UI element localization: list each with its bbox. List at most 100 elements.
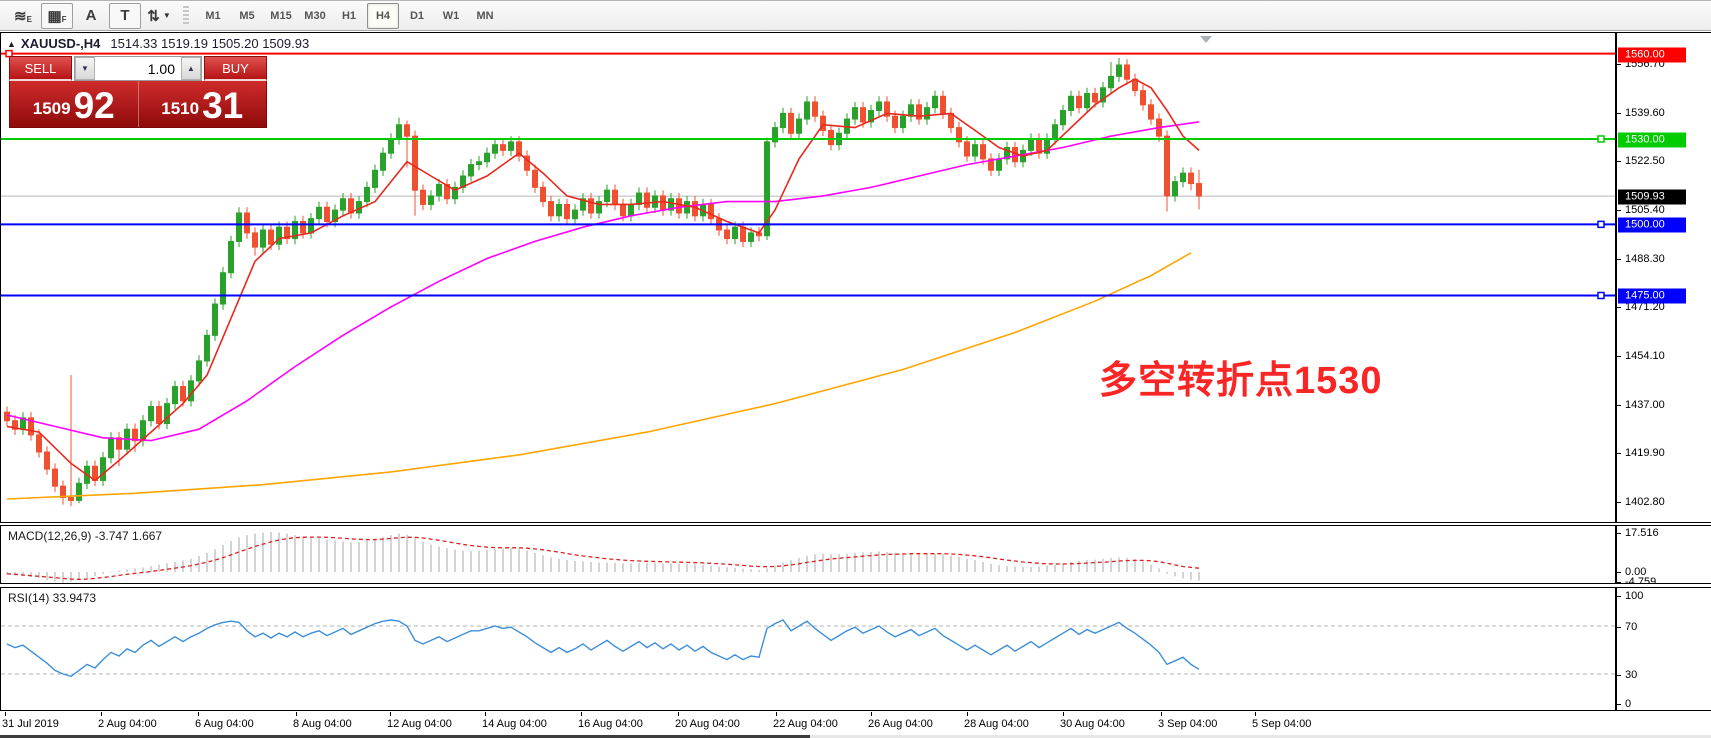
hline-anchor[interactable]: [1597, 291, 1605, 300]
axis-tick-label: 30: [1625, 669, 1638, 681]
axis-tick: [1617, 627, 1621, 628]
timeframe-m30-button[interactable]: M30: [304, 9, 326, 22]
sell-price[interactable]: 1509 92: [10, 81, 138, 127]
time-tick: [1161, 712, 1162, 716]
macd-indicator-pane[interactable]: MACD(12,26,9) -3.747 1.667: [0, 525, 1616, 584]
timeframe-m5-button[interactable]: M5: [239, 9, 255, 22]
axis-tick: [1617, 532, 1621, 534]
axis-tick-label: 70: [1625, 621, 1638, 633]
indicators-icon[interactable]: ≋ E: [14, 7, 32, 25]
axis-tick-label: 100: [1625, 590, 1644, 602]
axis-tick: [1617, 581, 1621, 583]
axis-tick: [1617, 675, 1621, 676]
time-tick: [5, 712, 6, 716]
horizontal-scrollbar[interactable]: [0, 735, 1711, 738]
grid-levels-icon[interactable]: ▦ F: [41, 2, 73, 29]
axis-tick: [1617, 501, 1621, 503]
axis-tick-label: 1505.40: [1625, 203, 1665, 216]
chart-shift-marker[interactable]: [1200, 36, 1212, 43]
buy-price-pips: 31: [202, 85, 244, 126]
buy-price[interactable]: 1510 31: [139, 81, 267, 127]
axis-tick: [1617, 63, 1621, 65]
time-label: 3 Sep 04:00: [1158, 718, 1218, 730]
sell-price-big-figure: 1509: [32, 99, 71, 118]
timeframe-buttons: M1 M5 M15 M30 H1 H4 D1 W1 MN: [196, 2, 502, 29]
axis-tick: [1617, 307, 1621, 309]
time-tick: [390, 712, 391, 716]
time-label: 22 Aug 04:00: [773, 718, 838, 730]
time-tick: [1255, 712, 1256, 716]
axis-tick-label: 1539.60: [1625, 106, 1665, 119]
time-tick: [678, 712, 679, 716]
symbol-period-label: XAUUSD-,H4: [20, 36, 101, 51]
axis-tick-label: 1437.00: [1625, 398, 1665, 411]
time-label: 28 Aug 04:00: [964, 718, 1029, 730]
text-box-icon[interactable]: T: [109, 2, 141, 29]
volume-input[interactable]: 1.00: [147, 60, 175, 77]
axis-tick: [1617, 112, 1621, 114]
volume-decrease-button[interactable]: ▼: [75, 57, 95, 80]
time-label: 16 Aug 04:00: [578, 718, 643, 730]
hline-anchor[interactable]: [1597, 135, 1605, 143]
axis-tick-label: -4.759: [1625, 575, 1657, 584]
sell-price-pips: 92: [73, 85, 115, 126]
time-label: 8 Aug 04:00: [293, 718, 352, 730]
rsi-label: RSI(14) 33.9473: [8, 591, 97, 605]
time-axis[interactable]: 31 Jul 2019 2 Aug 04:00 6 Aug 04:00 8 Aug 0…: [0, 712, 1711, 734]
buy-button[interactable]: BUY: [204, 56, 267, 81]
cursor-arrows-icon[interactable]: ⇅ ▼: [147, 7, 171, 25]
chart-text-annotation[interactable]: 多空转折点1530: [1099, 360, 1383, 402]
time-label: 31 Jul 2019: [2, 718, 59, 730]
time-label: 20 Aug 04:00: [675, 718, 740, 730]
timeframe-m15-button[interactable]: M15: [270, 9, 292, 22]
timeframe-h4-button[interactable]: H4: [367, 2, 399, 29]
timeframe-w1-button[interactable]: W1: [442, 9, 460, 22]
one-click-trade-panel: SELL ▼ 1.00 ▲ BUY 1509 92 1510 31: [9, 56, 267, 128]
price-badge-1509.93: 1509.93: [1618, 189, 1686, 205]
price-chart-pane[interactable]: ▲ XAUUSD-,H4 1514.33 1519.19 1505.20 1509.…: [0, 32, 1616, 523]
time-label: 30 Aug 04:00: [1060, 718, 1125, 730]
ma-slow-line: [6, 252, 1192, 500]
axis-tick-label: 1522.50: [1625, 155, 1665, 168]
price-badge-1475.00: 1475.00: [1618, 288, 1686, 304]
macd-axis[interactable]: 17.516 0.00 -4.759: [1616, 525, 1711, 584]
time-label: 6 Aug 04:00: [195, 718, 254, 730]
rsi-axis[interactable]: 100 70 30 0: [1616, 587, 1711, 711]
time-label: 26 Aug 04:00: [868, 718, 933, 730]
price-axis[interactable]: 1556.70 1539.60 1522.50 1505.40 1488.30 1471.…: [1616, 32, 1711, 523]
volume-increase-button[interactable]: ▲: [181, 57, 201, 80]
time-tick: [485, 712, 486, 716]
sell-button[interactable]: SELL: [9, 56, 72, 81]
buy-price-big-figure: 1510: [161, 99, 200, 118]
timeframe-m1-button[interactable]: M1: [205, 9, 221, 22]
timeframe-d1-button[interactable]: D1: [409, 9, 425, 22]
axis-tick: [1617, 596, 1621, 597]
time-label: 14 Aug 04:00: [482, 718, 547, 730]
price-chart-canvas[interactable]: [1, 33, 1615, 522]
axis-tick-label: 1488.30: [1625, 252, 1665, 265]
time-label: 5 Sep 04:00: [1252, 718, 1312, 730]
scrollbar-thumb[interactable]: [0, 735, 810, 738]
time-label: 2 Aug 04:00: [98, 718, 157, 730]
time-tick: [776, 712, 777, 716]
text-label-icon[interactable]: A: [85, 7, 97, 24]
macd-canvas[interactable]: [1, 526, 1615, 583]
ohlc-values: 1514.33 1519.19 1505.20 1509.93: [110, 36, 310, 51]
time-tick: [581, 712, 582, 716]
timeframe-h1-button[interactable]: H1: [341, 9, 357, 22]
timeframe-mn-button[interactable]: MN: [476, 9, 494, 22]
axis-tick: [1617, 404, 1621, 406]
collapse-triangle-icon[interactable]: ▲: [7, 39, 16, 49]
time-tick: [1063, 712, 1064, 716]
volume-spinner: ▼ 1.00 ▲: [74, 56, 202, 81]
axis-tick-label: 17.516: [1625, 526, 1659, 539]
price-badge-1530.00: 1530.00: [1618, 132, 1686, 148]
hline-anchor[interactable]: [1597, 220, 1605, 229]
rsi-indicator-pane[interactable]: RSI(14) 33.9473: [0, 587, 1616, 711]
price-badge-1500.00: 1500.00: [1618, 217, 1686, 233]
axis-tick: [1617, 355, 1621, 357]
ma-mid-line: [6, 121, 1200, 442]
rsi-canvas[interactable]: [1, 588, 1615, 710]
chart-title: ▲ XAUUSD-,H4 1514.33 1519.19 1505.20 1509.…: [7, 36, 309, 51]
